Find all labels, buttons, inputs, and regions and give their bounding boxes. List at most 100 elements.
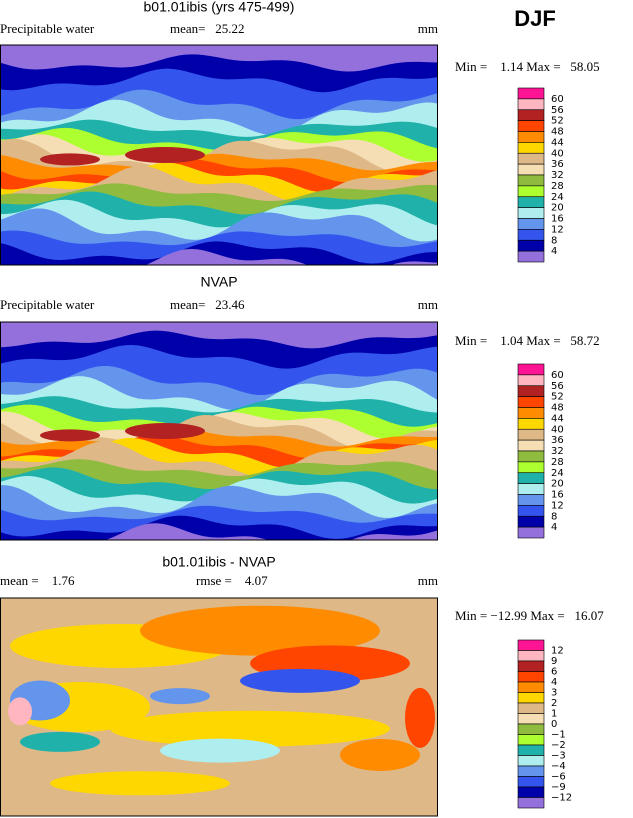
colorbar-swatch xyxy=(517,723,545,735)
map-blob xyxy=(405,687,435,748)
colorbar-label: 56 xyxy=(551,105,564,116)
map-field xyxy=(0,598,438,816)
colorbar-label: 44 xyxy=(551,137,564,148)
map-blob xyxy=(150,688,210,705)
map-blob xyxy=(8,697,32,726)
colorbar-swatch xyxy=(517,744,545,756)
colorbar-swatch xyxy=(517,526,545,539)
colorbar-label: 28 xyxy=(551,457,564,468)
colorbar-swatch xyxy=(517,185,545,198)
colorbar-swatch xyxy=(517,418,545,430)
colorbar-swatch xyxy=(517,734,545,746)
colorbar-label: −1 xyxy=(551,730,566,741)
colorbar-label: 0 xyxy=(551,719,557,730)
colorbar-label: 4 xyxy=(551,246,557,257)
colorbar-label: 40 xyxy=(551,148,564,159)
colorbar-label: 24 xyxy=(551,192,564,203)
colorbar-swatch xyxy=(517,494,545,506)
colorbar-swatch xyxy=(517,229,545,241)
map-frame xyxy=(0,321,438,541)
colorbar-swatch xyxy=(517,152,545,165)
variable-label: Precipitable water xyxy=(0,21,95,36)
colorbar-label: 36 xyxy=(551,435,564,446)
colorbar-swatch xyxy=(517,207,545,219)
units-label: mm xyxy=(418,21,438,36)
panel-title: b01.01ibis - NVAP xyxy=(162,554,275,570)
map-blob xyxy=(160,738,280,763)
colorbar-label: −12 xyxy=(551,793,572,804)
colorbar-label: 12 xyxy=(551,224,564,235)
map-frame xyxy=(0,597,438,817)
colorbar-label: 4 xyxy=(551,522,557,533)
colorbar-label: 1 xyxy=(551,709,557,720)
colorbar-swatch xyxy=(517,407,545,419)
map-blob xyxy=(125,147,205,163)
min-max-label: Min = 1.14 Max = 58.05 xyxy=(455,59,600,74)
colorbar-swatch xyxy=(517,650,545,662)
colorbar-swatch xyxy=(517,218,545,230)
colorbar-swatch xyxy=(517,483,545,495)
map-band xyxy=(0,248,438,265)
map-blob xyxy=(40,429,100,442)
colorbar-label: 12 xyxy=(551,500,564,511)
colorbar-swatch xyxy=(517,505,545,517)
stat-label: mean = 1.76 xyxy=(0,573,75,588)
colorbar-swatch xyxy=(517,692,545,704)
variable-label: Precipitable water xyxy=(0,297,95,312)
colorbar-swatch xyxy=(517,681,545,693)
stat-label: mean= 23.46 xyxy=(170,297,245,312)
colorbar-label: 52 xyxy=(551,116,564,127)
colorbar-label: −6 xyxy=(551,772,566,783)
colorbar-label: 16 xyxy=(551,214,564,225)
colorbar-label: 8 xyxy=(551,511,557,522)
colorbar-label: 36 xyxy=(551,159,564,170)
colorbar-swatch xyxy=(517,239,545,252)
map-blob xyxy=(140,605,380,656)
colorbar-label: 48 xyxy=(551,403,564,414)
colorbar-swatch xyxy=(517,87,545,100)
colorbar-swatch xyxy=(517,439,545,452)
colorbar-label: 52 xyxy=(551,392,564,403)
colorbar-swatch xyxy=(517,786,545,798)
colorbar-swatch xyxy=(517,374,545,387)
colorbar-swatch xyxy=(517,797,545,809)
map-field xyxy=(0,45,438,265)
colorbar-swatch xyxy=(517,450,545,463)
panel-title: b01.01ibis (yrs 475-499) xyxy=(144,0,295,15)
colorbar-swatch xyxy=(517,163,545,176)
colorbar-swatch xyxy=(517,396,545,408)
colorbar-label: 3 xyxy=(551,688,557,699)
colorbar-label: 4 xyxy=(551,677,557,688)
colorbar-label: −2 xyxy=(551,740,566,751)
colorbar-label: 40 xyxy=(551,424,564,435)
map-band xyxy=(105,523,438,540)
colorbar-swatch xyxy=(517,702,545,714)
map-frame xyxy=(0,44,438,266)
colorbar-label: 44 xyxy=(551,413,564,424)
colorbar-swatch xyxy=(517,461,545,474)
stat-label: rmse = 4.07 xyxy=(196,573,268,588)
min-max-label: Min = 1.04 Max = 58.72 xyxy=(455,333,600,348)
colorbar-label: 2 xyxy=(551,698,557,709)
colorbar-label: 32 xyxy=(551,170,564,181)
colorbar-swatch xyxy=(517,196,545,208)
colorbar-label: 60 xyxy=(551,94,564,105)
colorbar-label: 12 xyxy=(551,646,564,657)
colorbar-label: 24 xyxy=(551,468,564,479)
colorbar-swatch xyxy=(517,515,545,528)
colorbar-swatch xyxy=(517,755,545,767)
colorbar-swatch xyxy=(517,472,545,484)
colorbar-swatch xyxy=(517,120,545,132)
colorbar-label: −4 xyxy=(551,761,566,772)
map-blob xyxy=(20,731,100,752)
colorbar-swatch xyxy=(517,98,545,111)
colorbar-swatch xyxy=(517,660,545,672)
units-label: mm xyxy=(418,297,438,312)
map-blob xyxy=(40,153,100,166)
map-blob xyxy=(110,710,390,747)
map-blob xyxy=(125,423,205,439)
colorbar-swatch xyxy=(517,713,545,725)
map-band xyxy=(0,515,438,540)
colorbar-swatch xyxy=(517,671,545,683)
